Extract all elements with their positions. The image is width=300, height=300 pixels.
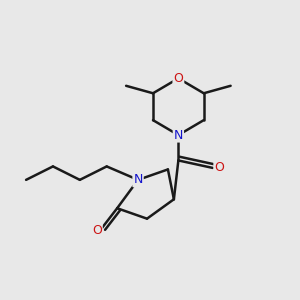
Text: N: N: [134, 173, 143, 186]
Text: N: N: [174, 129, 183, 142]
Text: O: O: [173, 72, 183, 85]
Text: O: O: [92, 224, 102, 237]
Text: O: O: [214, 161, 224, 174]
